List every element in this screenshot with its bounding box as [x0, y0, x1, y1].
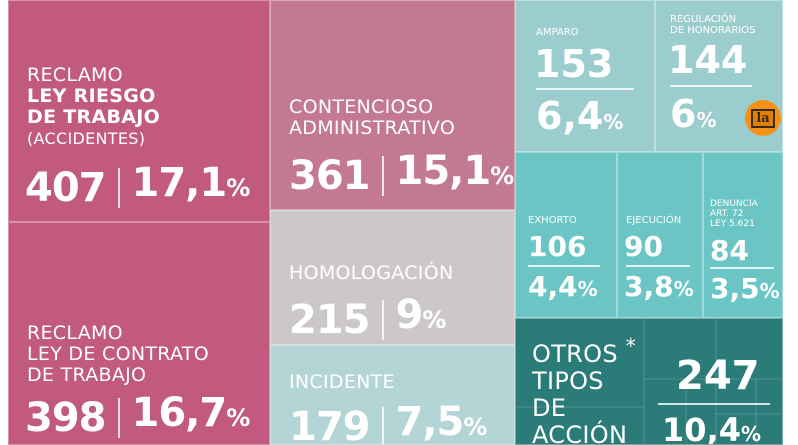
label-line: DE TRABAJO: [27, 364, 147, 386]
tile-label: DENUNCIA ART. 72 LEY 5.621: [710, 199, 758, 229]
brand-logo-text: la: [751, 108, 775, 128]
separator: [381, 407, 384, 444]
tile-value: 215: [289, 297, 370, 343]
tile-value: 153: [534, 42, 614, 86]
tile-percent: 17,1%: [131, 160, 251, 206]
tile-value: 106: [528, 230, 587, 263]
tile-label: RECLAMO LEY DE CONTRATO DE TRABAJO: [27, 323, 209, 386]
tile-percent: 3,5%: [710, 272, 780, 305]
label-line: LEY DE CONTRATO: [27, 343, 209, 365]
divider: [710, 267, 774, 269]
separator: [117, 168, 120, 208]
tile-ley-contrato: RECLAMO LEY DE CONTRATO DE TRABAJO 398 16…: [8, 222, 270, 445]
tile-label: INCIDENTE: [289, 371, 395, 393]
tile-label: AMPARO: [536, 27, 579, 38]
divider: [658, 403, 770, 405]
label-line: TIPOS: [532, 367, 604, 395]
tile-values: 407 17,1%: [25, 160, 251, 211]
tile-percent: 9%: [395, 292, 447, 338]
separator: [381, 300, 384, 340]
brand-logo: la: [745, 100, 781, 136]
tile-contencioso: CONTENCIOSO ADMINISTRATIVO 361 15,1%: [270, 0, 515, 210]
tile-percent: 16,7%: [131, 390, 251, 436]
tile-otros: OTROS * TIPOS DE ACCIÓN 247 10,4%: [515, 318, 783, 445]
tile-percent: 4,4%: [528, 270, 598, 303]
tile-value: 247: [676, 353, 760, 399]
label-line: (ACCIDENTES): [27, 129, 146, 148]
tile-ejecucion: EJECUCIÓN 90 3,8%: [617, 152, 703, 318]
label-line: ADMINISTRATIVO: [289, 117, 456, 139]
tile-value: 398: [25, 395, 106, 441]
divider: [670, 85, 752, 87]
tile-ley-riesgo: RECLAMO LEY RIESGO DE TRABAJO (ACCIDENTE…: [8, 0, 270, 222]
tile-label: HOMOLOGACIÓN: [289, 262, 454, 284]
footnote-asterisk: *: [625, 334, 637, 358]
label-line: CONTENCIOSO: [289, 96, 434, 118]
tile-denuncia: DENUNCIA ART. 72 LEY 5.621 84 3,5%: [703, 152, 783, 318]
tile-label: EXHORTO: [528, 215, 577, 226]
grid-lines: [516, 319, 782, 444]
separator: [117, 398, 120, 438]
tile-percent: 3,8%: [624, 270, 694, 303]
tile-label: REGULACIÓN DE HONORARIOS: [670, 14, 756, 36]
tile-homologacion: HOMOLOGACIÓN 215 9%: [270, 210, 515, 345]
tile-incidente: INCIDENTE 179 7,5%: [270, 345, 515, 445]
tile-percent: 15,1%: [395, 148, 515, 194]
separator: [381, 156, 384, 196]
tile-amparo: AMPARO 153 6,4%: [515, 0, 655, 152]
label-line: RECLAMO: [27, 64, 123, 86]
label-line: OTROS *: [532, 334, 637, 368]
divider: [528, 265, 600, 267]
tile-percent: 10,4%: [662, 411, 761, 445]
label-line: LEY RIESGO: [27, 85, 156, 107]
tile-regulacion: REGULACIÓN DE HONORARIOS 144 6%: [655, 0, 783, 152]
tile-label: CONTENCIOSO ADMINISTRATIVO: [289, 97, 455, 139]
tile-value: 144: [668, 38, 748, 82]
tile-label: EJECUCIÓN: [626, 215, 682, 226]
tile-value: 90: [624, 230, 663, 263]
divider: [626, 265, 690, 267]
label-line: RECLAMO: [27, 322, 123, 344]
tile-value: 407: [25, 165, 106, 211]
tile-values: 398 16,7%: [25, 390, 251, 441]
tile-label: OTROS * TIPOS DE ACCIÓN: [532, 333, 637, 445]
label-line: DE: [532, 394, 567, 422]
tile-values: 215 9%: [289, 292, 447, 343]
tile-percent: 6,4%: [536, 94, 624, 138]
tile-percent: 6%: [670, 92, 717, 136]
tile-value: 361: [289, 153, 370, 199]
divider: [536, 88, 634, 90]
tile-value: 84: [710, 234, 749, 267]
label-line: ACCIÓN: [532, 421, 628, 445]
tile-label: RECLAMO LEY RIESGO DE TRABAJO (ACCIDENTE…: [27, 65, 160, 149]
tile-percent: 7,5%: [395, 399, 488, 445]
tile-value: 179: [289, 404, 370, 445]
label-line: DE TRABAJO: [27, 106, 161, 128]
tile-values: 361 15,1%: [289, 148, 515, 199]
tile-exhorto: EXHORTO 106 4,4%: [515, 152, 617, 318]
tile-values: 179 7,5%: [289, 399, 488, 445]
